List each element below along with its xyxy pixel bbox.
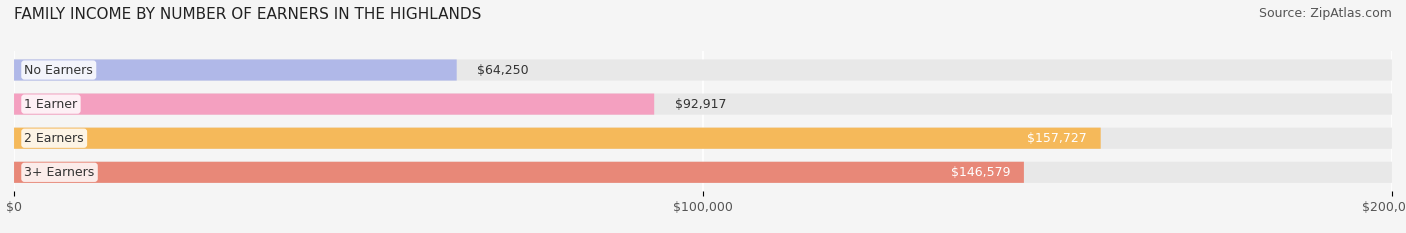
Text: FAMILY INCOME BY NUMBER OF EARNERS IN THE HIGHLANDS: FAMILY INCOME BY NUMBER OF EARNERS IN TH…	[14, 7, 481, 22]
FancyBboxPatch shape	[14, 162, 1024, 183]
Text: 2 Earners: 2 Earners	[24, 132, 84, 145]
Text: Source: ZipAtlas.com: Source: ZipAtlas.com	[1258, 7, 1392, 20]
FancyBboxPatch shape	[14, 162, 1392, 183]
FancyBboxPatch shape	[14, 59, 457, 81]
FancyBboxPatch shape	[14, 59, 1392, 81]
Text: 3+ Earners: 3+ Earners	[24, 166, 94, 179]
FancyBboxPatch shape	[14, 93, 1392, 115]
Text: $92,917: $92,917	[675, 98, 727, 111]
Text: $157,727: $157,727	[1028, 132, 1087, 145]
Text: $64,250: $64,250	[478, 64, 529, 76]
FancyBboxPatch shape	[14, 128, 1101, 149]
Text: 1 Earner: 1 Earner	[24, 98, 77, 111]
Text: $146,579: $146,579	[950, 166, 1010, 179]
FancyBboxPatch shape	[14, 93, 654, 115]
FancyBboxPatch shape	[14, 128, 1392, 149]
Text: No Earners: No Earners	[24, 64, 93, 76]
